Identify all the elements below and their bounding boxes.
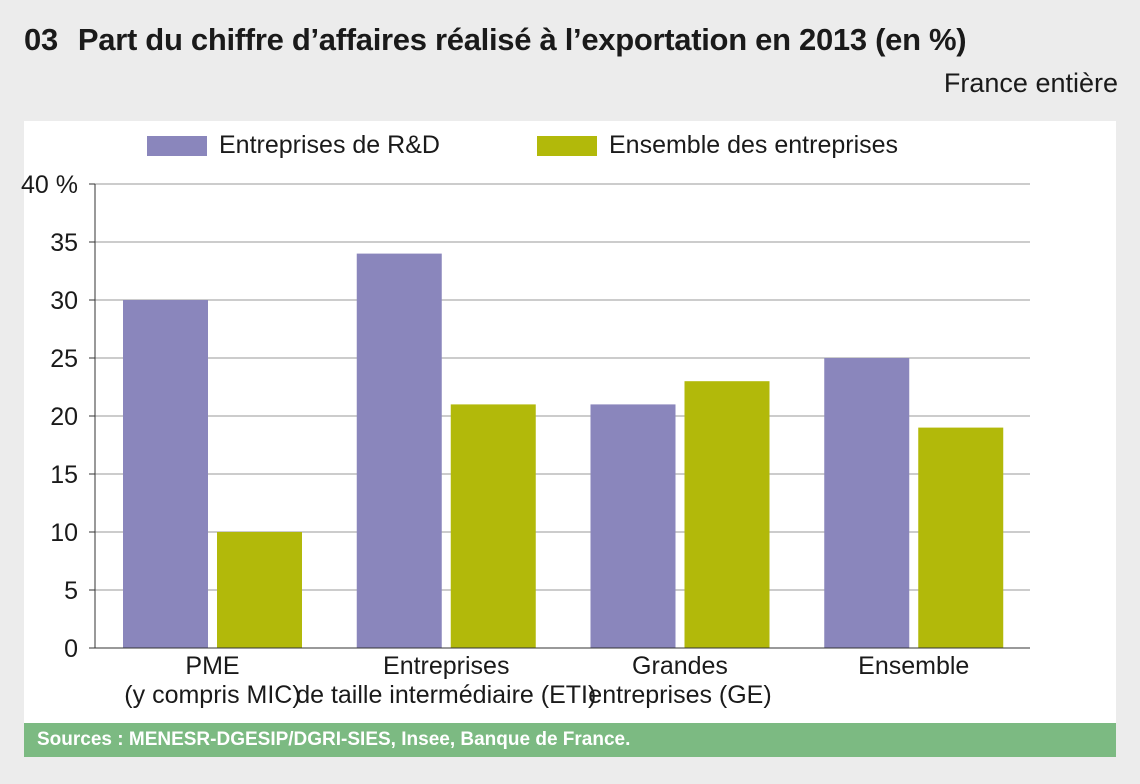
source-note: Sources : MENESR-DGESIP/DGRI-SIES, Insee… — [24, 723, 1116, 757]
y-tick-label: 35 — [50, 229, 78, 257]
axes — [89, 183, 1030, 649]
legend-label-all: Ensemble des entreprises — [609, 131, 899, 159]
y-tick-label: 40 % — [21, 171, 78, 199]
x-category-label: Ensemble — [858, 652, 969, 680]
y-tick-label: 10 — [50, 519, 78, 547]
y-tick-label: 5 — [64, 577, 78, 605]
x-category-label: PME (y compris MIC) — [124, 652, 300, 709]
y-tick-label: 25 — [50, 345, 78, 373]
bar — [684, 381, 770, 648]
bar — [123, 300, 208, 648]
legend-item-rd: Entreprises de R&D — [147, 131, 440, 160]
x-category-label-line: entreprises (GE) — [588, 681, 771, 709]
chart-title-text: Part du chiffre d’affaires réalisé à l’e… — [77, 22, 967, 57]
y-tick-label: 30 — [50, 287, 78, 315]
y-tick-labels: 0 5 10 15 20 25 30 35 40 % — [21, 171, 78, 663]
y-tick-label: 20 — [50, 403, 78, 431]
bar — [918, 427, 1004, 648]
y-tick-label: 0 — [64, 635, 78, 663]
x-category-label-line: Entreprises — [383, 652, 509, 680]
legend-item-all: Ensemble des entreprises — [537, 131, 898, 160]
chart-title: 03 Part du chiffre d’affaires réalisé à l… — [24, 22, 967, 58]
bars — [123, 253, 1004, 648]
bar — [450, 404, 536, 648]
x-category-label-line: PME — [185, 652, 239, 680]
bar — [356, 253, 442, 648]
legend-label-rd: Entreprises de R&D — [219, 131, 440, 159]
chart-subtitle: France entière — [943, 68, 1118, 98]
x-category-label-line: de taille intermédiaire (ETI) — [296, 681, 596, 709]
x-category-label-line: (y compris MIC) — [124, 681, 300, 709]
x-category-label: Entreprises de taille intermédiaire (ETI) — [296, 652, 596, 709]
x-category-label-line: Grandes — [632, 652, 728, 680]
x-category-labels: PME (y compris MIC)Entreprises de taille i… — [124, 652, 969, 709]
chart-number: 03 — [24, 22, 58, 57]
legend-swatch-all — [537, 135, 597, 156]
legend-swatch-rd — [147, 135, 207, 156]
bar — [590, 404, 676, 648]
y-tick-label: 15 — [50, 461, 78, 489]
bar — [824, 358, 910, 648]
x-category-label-line: Ensemble — [858, 652, 969, 680]
bar — [217, 532, 302, 648]
x-category-label: Grandes entreprises (GE) — [588, 652, 771, 709]
